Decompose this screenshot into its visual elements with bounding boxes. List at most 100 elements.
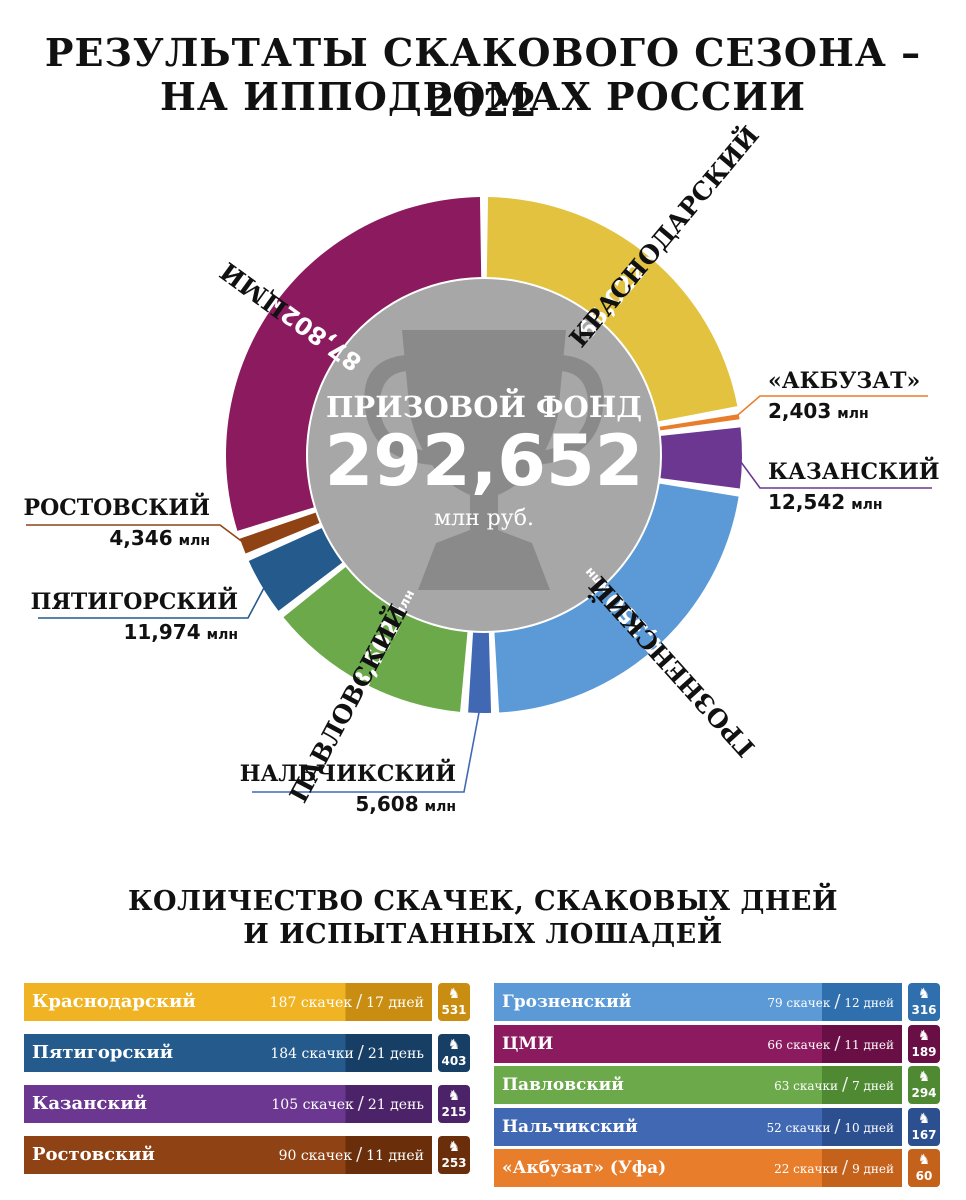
hippodrome-name: «Акбузат» (Уфа) [502,1158,667,1178]
horses-badge: ♞ 253 [438,1136,470,1174]
leader-line [26,524,247,546]
races-count: 63 скачки [774,1079,838,1093]
center-label: ПРИЗОВОЙ ФОНД [326,387,642,424]
horse-icon: ♞ [447,1088,461,1104]
race-days-count: 10 дней [844,1120,894,1135]
center-total-value: 292,652 [325,420,644,502]
separator: / [841,1157,849,1178]
leader-line [737,457,932,489]
slice-name-label: КАЗАНСКИЙ [768,456,940,485]
table-row: 105 скачек/21 день Казанский ♞ 215 [24,1085,474,1123]
leader-line [252,708,481,793]
horses-badge: ♞ 189 [908,1024,940,1063]
separator: / [356,1144,363,1165]
separator: / [357,1042,364,1063]
separator: / [356,991,363,1012]
horse-icon: ♞ [917,1027,931,1044]
horses-count: 531 [441,1003,467,1017]
horse-icon: ♞ [917,1152,931,1168]
horses-badge: ♞ 531 [438,983,470,1021]
table-row: 66 скачек/11 дней ЦМИ ♞ 189 [494,1024,946,1063]
horses-badge: ♞ 167 [908,1107,940,1146]
slice-name-label: РОСТОВСКИЙ [24,492,210,521]
horse-icon: ♞ [917,986,931,1002]
table-row: 79 скачек/12 дней Грозненский ♞ 316 [494,983,946,1021]
horse-icon: ♞ [917,1110,931,1127]
horses-badge: ♞ 403 [438,1034,470,1072]
horses-count: 403 [441,1054,467,1068]
row-stats: 22 скачки/9 дней [742,1149,902,1187]
horses-badge: ♞ 60 [908,1149,940,1187]
race-days-count: 12 дней [844,996,894,1010]
races-count: 105 скачек [271,1097,354,1113]
slice-name-label: НАЛЬЧИКСКИЙ [240,758,456,787]
table-row: 22 скачки/9 дней «Акбузат» (Уфа) ♞ 60 [494,1149,946,1187]
horses-badge: ♞ 316 [908,983,940,1021]
hippodrome-name: Грозненский [502,992,632,1012]
table-row: 63 скачки/7 дней Павловский ♞ 294 [494,1066,946,1104]
horses-count: 167 [911,1127,937,1142]
race-days-count: 21 день [367,1046,424,1062]
hippodrome-name: Ростовский [32,1144,155,1165]
race-days-count: 11 дней [844,1037,894,1052]
hippodrome-name: Пятигорский [32,1042,174,1063]
table-title-line-2: И ИСПЫТАННЫХ ЛОШАДЕЙ [243,919,723,950]
races-count: 66 скачек [767,1037,831,1052]
slice-value-label: 11,974 млн [123,620,238,644]
horses-count: 316 [911,1003,937,1017]
horse-icon: ♞ [447,1037,461,1053]
donut-slice-4 [494,483,739,713]
donut-slice-9 [226,197,482,531]
race-days-count: 7 дней [852,1079,894,1093]
slice-name-label: ПЯТИГОРСКИЙ [31,586,238,615]
table-row: 52 скачки/10 дней Нальчикский ♞ 167 [494,1107,946,1146]
leader-line [38,584,267,619]
row-stats: 66 скачек/11 дней [742,1024,902,1063]
row-stats: 79 скачек/12 дней [742,983,902,1021]
table-title-line-1: КОЛИЧЕСТВО СКАЧЕК, СКАКОВЫХ ДНЕЙ [128,886,838,917]
race-days-count: 11 дней [366,1148,424,1164]
donut-slice-7 [248,528,343,611]
hippodrome-name: Нальчикский [502,1116,638,1137]
horses-badge: ♞ 294 [908,1066,940,1104]
row-stats: 105 скачек/21 день [252,1085,432,1123]
races-count: 79 скачек [767,996,831,1010]
separator: / [834,1032,841,1054]
race-days-count: 9 дней [852,1162,894,1176]
trophy-icon [364,330,604,590]
row-stats: 187 скачек/17 дней [252,983,432,1021]
slice-value-label: 5,608 млн [355,792,456,816]
separator: / [834,991,841,1012]
donut-slice-8 [239,512,320,554]
horse-icon: ♞ [447,986,461,1002]
separator: / [834,1115,841,1137]
row-stats: 52 скачки/10 дней [742,1107,902,1146]
hippodrome-name: Казанский [32,1093,148,1114]
races-count: 90 скачек [278,1148,353,1164]
slice-value-label: 12,542 млн [768,490,883,514]
horses-count: 189 [911,1044,937,1059]
horses-count: 60 [915,1169,933,1183]
separator: / [841,1074,849,1095]
table-row: 90 скачек/11 дней Ростовский ♞ 253 [24,1136,474,1174]
slice-name-label: ЦМИ [215,256,293,324]
horses-count: 294 [911,1086,937,1100]
race-days-count: 17 дней [366,995,424,1011]
hippodrome-name: Краснодарский [32,991,196,1012]
donut-slice-2 [659,414,740,431]
horses-badge: ♞ 215 [438,1085,470,1123]
page-title-line-1: РЕЗУЛЬТАТЫ СКАКОВОГО СЕЗОНА – 2022 [44,30,922,125]
donut-slice-1 [486,197,738,422]
center-unit: млн руб. [434,506,534,531]
row-stats: 90 скачек/11 дней [252,1136,432,1174]
leader-line [734,395,928,418]
row-stats: 184 скачки/21 день [252,1034,432,1072]
page-title-line-2: НА ИППОДРОМАХ РОССИИ [159,74,807,119]
donut-slice-5 [468,632,492,713]
slice-value-label: 4,346 млн [109,526,210,550]
donut-slice-3 [660,427,742,489]
hippodrome-name: ЦМИ [502,1033,554,1054]
race-days-count: 21 день [367,1097,424,1113]
races-count: 187 скачек [269,995,353,1011]
